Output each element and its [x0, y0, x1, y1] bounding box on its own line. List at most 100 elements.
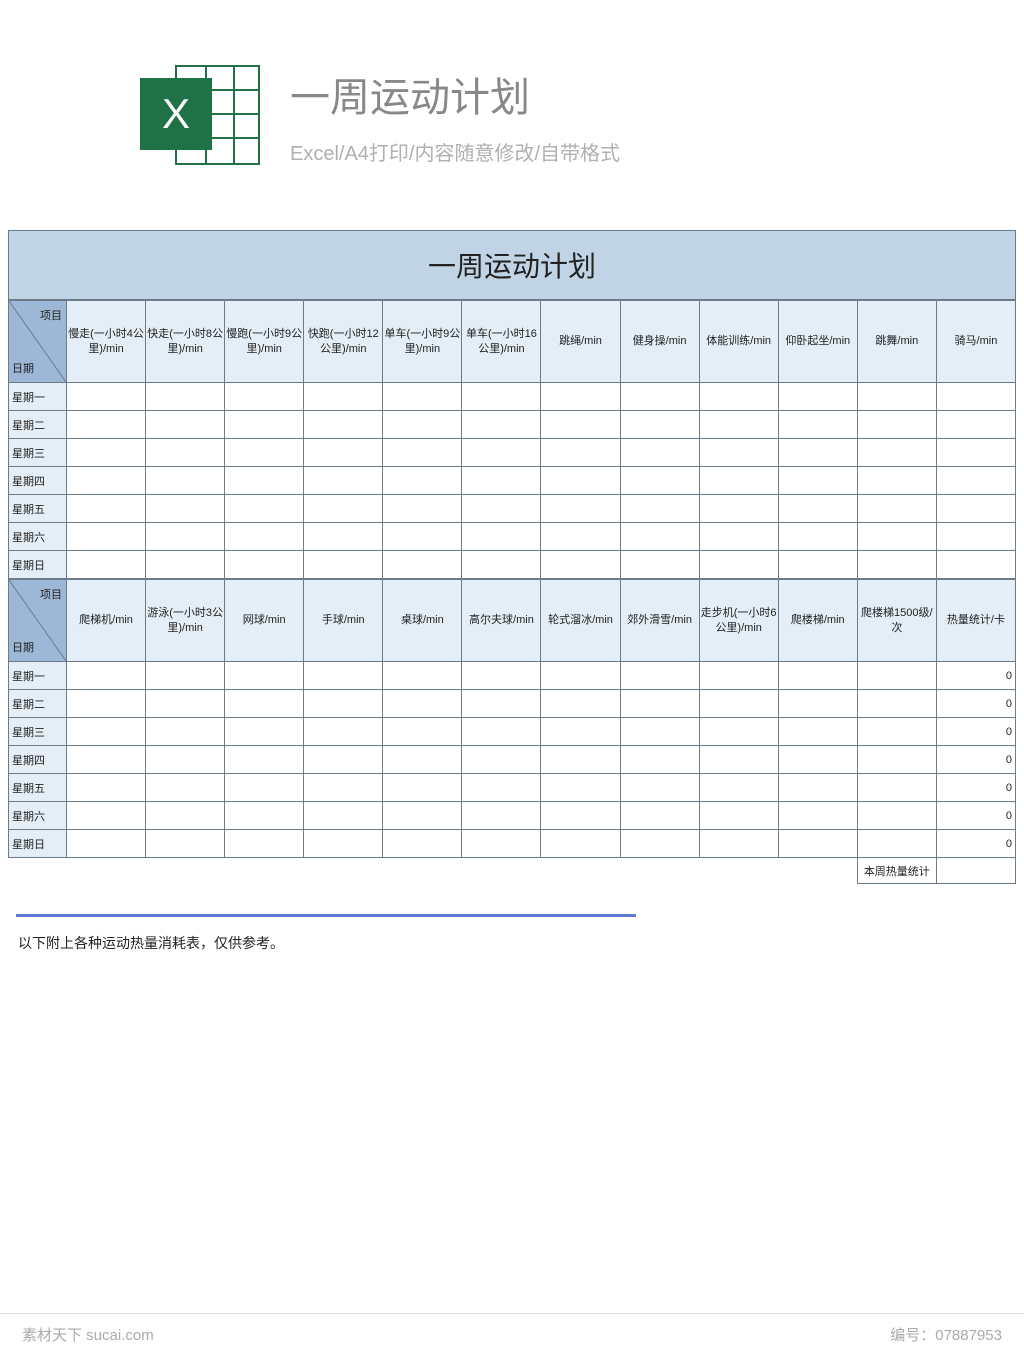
data-cell[interactable] [462, 495, 541, 523]
data-cell[interactable] [462, 746, 541, 774]
calorie-cell[interactable]: 0 [936, 690, 1015, 718]
data-cell[interactable] [778, 662, 857, 690]
data-cell[interactable] [778, 830, 857, 858]
data-cell[interactable] [462, 718, 541, 746]
data-cell[interactable] [67, 383, 146, 411]
data-cell[interactable] [541, 662, 620, 690]
data-cell[interactable] [462, 551, 541, 579]
data-cell[interactable] [225, 690, 304, 718]
data-cell[interactable] [146, 383, 225, 411]
data-cell[interactable] [304, 495, 383, 523]
data-cell[interactable] [146, 802, 225, 830]
data-cell[interactable] [857, 439, 936, 467]
data-cell[interactable] [541, 802, 620, 830]
data-cell[interactable] [541, 746, 620, 774]
data-cell[interactable] [857, 802, 936, 830]
data-cell[interactable] [67, 690, 146, 718]
data-cell[interactable] [383, 495, 462, 523]
data-cell[interactable] [620, 690, 699, 718]
data-cell[interactable] [304, 746, 383, 774]
data-cell[interactable] [699, 690, 778, 718]
data-cell[interactable] [67, 802, 146, 830]
data-cell[interactable] [699, 774, 778, 802]
data-cell[interactable] [857, 662, 936, 690]
data-cell[interactable] [67, 662, 146, 690]
data-cell[interactable] [225, 383, 304, 411]
data-cell[interactable] [699, 467, 778, 495]
data-cell[interactable] [462, 467, 541, 495]
data-cell[interactable] [620, 523, 699, 551]
calorie-cell[interactable]: 0 [936, 802, 1015, 830]
data-cell[interactable] [462, 830, 541, 858]
data-cell[interactable] [304, 802, 383, 830]
data-cell[interactable] [462, 383, 541, 411]
data-cell[interactable] [146, 523, 225, 551]
data-cell[interactable] [304, 718, 383, 746]
data-cell[interactable] [146, 411, 225, 439]
data-cell[interactable] [936, 523, 1015, 551]
data-cell[interactable] [225, 523, 304, 551]
data-cell[interactable] [225, 774, 304, 802]
data-cell[interactable] [541, 411, 620, 439]
data-cell[interactable] [620, 495, 699, 523]
data-cell[interactable] [857, 411, 936, 439]
data-cell[interactable] [67, 718, 146, 746]
calorie-cell[interactable]: 0 [936, 746, 1015, 774]
data-cell[interactable] [778, 411, 857, 439]
data-cell[interactable] [383, 523, 462, 551]
data-cell[interactable] [225, 411, 304, 439]
data-cell[interactable] [778, 746, 857, 774]
data-cell[interactable] [620, 802, 699, 830]
data-cell[interactable] [699, 439, 778, 467]
data-cell[interactable] [620, 774, 699, 802]
data-cell[interactable] [462, 690, 541, 718]
data-cell[interactable] [778, 802, 857, 830]
data-cell[interactable] [857, 774, 936, 802]
data-cell[interactable] [146, 690, 225, 718]
data-cell[interactable] [67, 523, 146, 551]
data-cell[interactable] [620, 662, 699, 690]
data-cell[interactable] [67, 551, 146, 579]
data-cell[interactable] [541, 383, 620, 411]
data-cell[interactable] [699, 718, 778, 746]
data-cell[interactable] [778, 467, 857, 495]
data-cell[interactable] [541, 551, 620, 579]
data-cell[interactable] [67, 746, 146, 774]
data-cell[interactable] [146, 718, 225, 746]
data-cell[interactable] [383, 551, 462, 579]
calorie-cell[interactable]: 0 [936, 718, 1015, 746]
data-cell[interactable] [778, 383, 857, 411]
data-cell[interactable] [936, 383, 1015, 411]
data-cell[interactable] [541, 439, 620, 467]
data-cell[interactable] [936, 495, 1015, 523]
data-cell[interactable] [304, 690, 383, 718]
data-cell[interactable] [857, 551, 936, 579]
data-cell[interactable] [778, 774, 857, 802]
data-cell[interactable] [67, 411, 146, 439]
data-cell[interactable] [383, 662, 462, 690]
data-cell[interactable] [620, 411, 699, 439]
data-cell[interactable] [857, 690, 936, 718]
data-cell[interactable] [699, 746, 778, 774]
data-cell[interactable] [778, 439, 857, 467]
data-cell[interactable] [620, 439, 699, 467]
data-cell[interactable] [620, 830, 699, 858]
data-cell[interactable] [67, 439, 146, 467]
data-cell[interactable] [225, 718, 304, 746]
data-cell[interactable] [462, 662, 541, 690]
data-cell[interactable] [67, 495, 146, 523]
data-cell[interactable] [778, 523, 857, 551]
data-cell[interactable] [225, 495, 304, 523]
data-cell[interactable] [304, 551, 383, 579]
data-cell[interactable] [541, 718, 620, 746]
data-cell[interactable] [936, 439, 1015, 467]
data-cell[interactable] [304, 411, 383, 439]
data-cell[interactable] [383, 411, 462, 439]
data-cell[interactable] [304, 383, 383, 411]
data-cell[interactable] [936, 411, 1015, 439]
data-cell[interactable] [699, 383, 778, 411]
data-cell[interactable] [857, 383, 936, 411]
data-cell[interactable] [462, 802, 541, 830]
data-cell[interactable] [146, 467, 225, 495]
data-cell[interactable] [304, 662, 383, 690]
